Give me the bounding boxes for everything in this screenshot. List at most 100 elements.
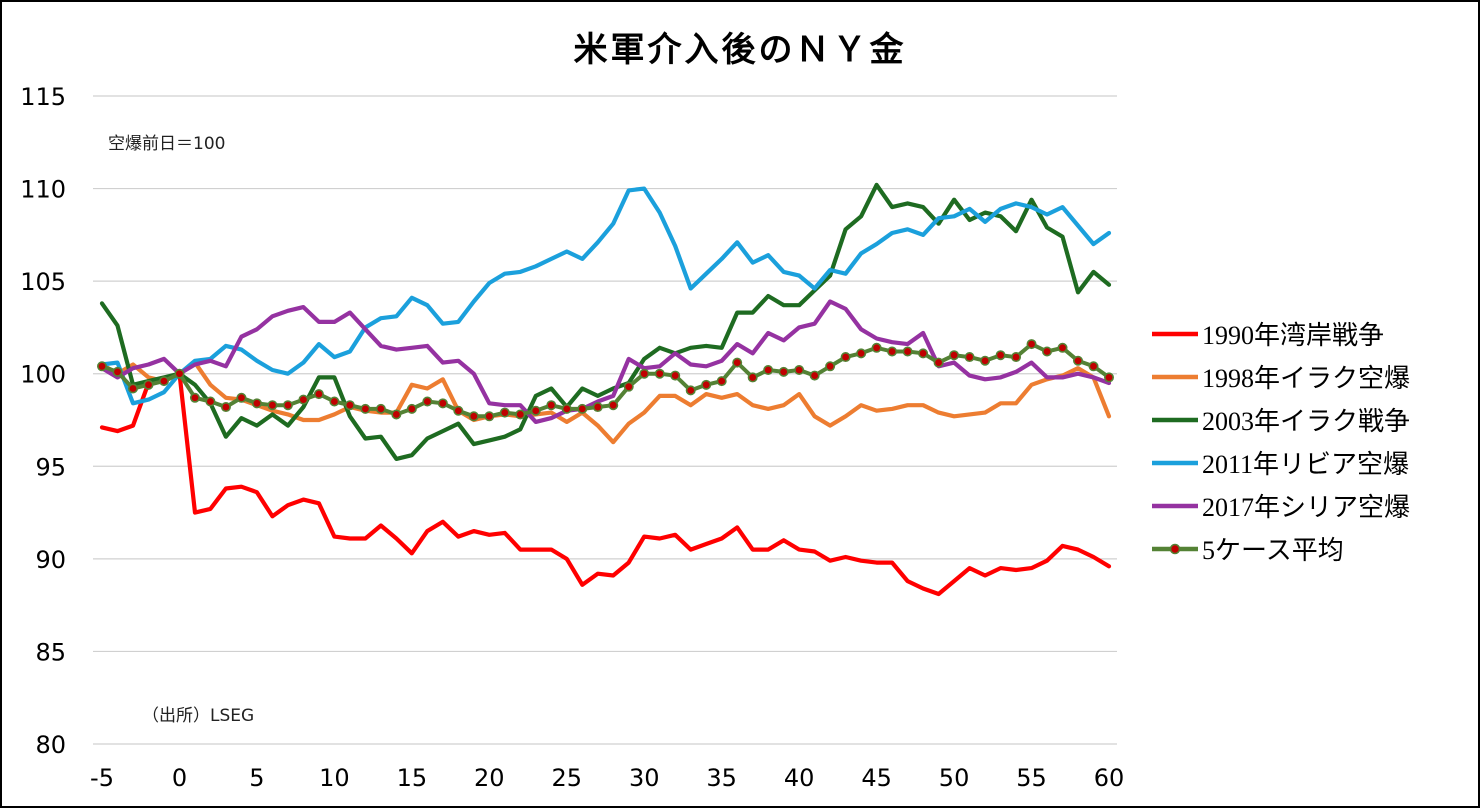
- x-tick-label: 25: [551, 764, 582, 792]
- series-point: [406, 403, 417, 414]
- x-tick-label: 20: [474, 764, 505, 792]
- x-tick-label: 60: [1094, 764, 1125, 792]
- legend-swatch: [1150, 453, 1202, 473]
- series-point: [267, 400, 278, 411]
- series-point: [995, 350, 1006, 361]
- x-tick-label: 5: [249, 764, 264, 792]
- series-point: [949, 350, 960, 361]
- x-tick-label: 50: [939, 764, 970, 792]
- series-point: [577, 403, 588, 414]
- series-point: [747, 372, 758, 383]
- chart-title: 米軍介入後のＮＹ金: [573, 30, 907, 70]
- series-point: [220, 402, 231, 413]
- legend-swatch: [1150, 324, 1202, 344]
- legend-swatch: [1150, 367, 1202, 387]
- series-point: [468, 411, 479, 422]
- legend-label: 1990年湾岸戦争: [1202, 321, 1385, 350]
- series-point: [654, 368, 665, 379]
- series-point: [856, 348, 867, 359]
- y-tick-label: 95: [35, 453, 66, 481]
- series-point: [1088, 361, 1099, 372]
- series-point: [701, 379, 712, 390]
- chart-legend: 1990年湾岸戦争 1998年イラク空爆 2003年イラク戦争 2011年リビア空爆 2…: [1150, 312, 1468, 570]
- x-tick-label: 40: [784, 764, 815, 792]
- x-tick-label: 10: [319, 764, 350, 792]
- series-point: [964, 352, 975, 363]
- series-point: [1104, 372, 1115, 383]
- series-point: [592, 402, 603, 413]
- series-point: [174, 368, 185, 379]
- legend-swatch: [1150, 496, 1202, 516]
- series-point: [515, 409, 526, 420]
- series-line-4: [99, 186, 1112, 406]
- series-point: [840, 352, 851, 363]
- y-tick-label: 105: [20, 268, 66, 296]
- series-point: [127, 383, 138, 394]
- x-tick-label: 30: [629, 764, 660, 792]
- series-point: [902, 346, 913, 357]
- series-point: [561, 403, 572, 414]
- series-point: [887, 346, 898, 357]
- series-point: [437, 398, 448, 409]
- source-note: （出所）LSEG: [142, 706, 255, 726]
- series-point: [484, 411, 495, 422]
- x-tick-label: 35: [706, 764, 737, 792]
- legend-item-3: 2003年イラク戦争: [1150, 398, 1468, 441]
- series-point: [918, 348, 929, 359]
- base-note: 空爆前日＝100: [108, 134, 226, 154]
- y-tick-label: 115: [20, 83, 66, 111]
- series-point: [422, 396, 433, 407]
- series-point: [143, 379, 154, 390]
- series-point: [933, 357, 944, 368]
- series-point: [360, 403, 371, 414]
- legend-item-1: 1990年湾岸戦争: [1150, 312, 1468, 355]
- series-point: [282, 400, 293, 411]
- legend-swatch: [1150, 539, 1202, 559]
- x-tick-label: -5: [90, 764, 114, 792]
- series-point: [236, 392, 247, 403]
- legend-label: 2017年シリア空爆: [1202, 493, 1411, 522]
- series-point: [794, 365, 805, 376]
- series-point: [778, 366, 789, 377]
- series-point: [329, 396, 340, 407]
- series-point: [375, 403, 386, 414]
- series-point: [1073, 355, 1084, 366]
- series-point: [608, 400, 619, 411]
- legend-label: 2003年イラク戦争: [1202, 407, 1411, 436]
- series-point: [809, 370, 820, 381]
- series-point: [1011, 352, 1022, 363]
- y-tick-label: 110: [20, 176, 66, 204]
- legend-label: 1998年イラク空爆: [1202, 364, 1411, 393]
- legend-swatch: [1150, 410, 1202, 430]
- series-line-2: [99, 360, 1112, 445]
- series-point: [1026, 339, 1037, 350]
- legend-item-2: 1998年イラク空爆: [1150, 355, 1468, 398]
- series-point: [97, 361, 108, 372]
- series-point: [453, 405, 464, 416]
- series-point: [313, 389, 324, 400]
- series-point: [251, 398, 262, 409]
- series-point: [623, 381, 634, 392]
- x-tick-label: 45: [861, 764, 892, 792]
- legend-label: 2011年リビア空爆: [1202, 450, 1410, 479]
- series-point: [499, 407, 510, 418]
- legend-item-4: 2011年リビア空爆: [1150, 441, 1468, 484]
- x-tick-label: 55: [1016, 764, 1047, 792]
- legend-label: 5ケース平均: [1202, 536, 1344, 565]
- series-point: [716, 376, 727, 387]
- legend-item-5: 2017年シリア空爆: [1150, 484, 1468, 527]
- legend-item-6: 5ケース平均: [1150, 527, 1468, 570]
- x-tick-label: 0: [172, 764, 187, 792]
- series-point: [189, 392, 200, 403]
- series-point: [980, 355, 991, 366]
- series-point: [205, 396, 216, 407]
- series-point: [685, 385, 696, 396]
- series-point: [298, 394, 309, 405]
- series-point: [871, 342, 882, 353]
- series-point: [825, 361, 836, 372]
- y-tick-label: 90: [35, 546, 66, 574]
- series-point: [763, 365, 774, 376]
- series-point: [639, 368, 650, 379]
